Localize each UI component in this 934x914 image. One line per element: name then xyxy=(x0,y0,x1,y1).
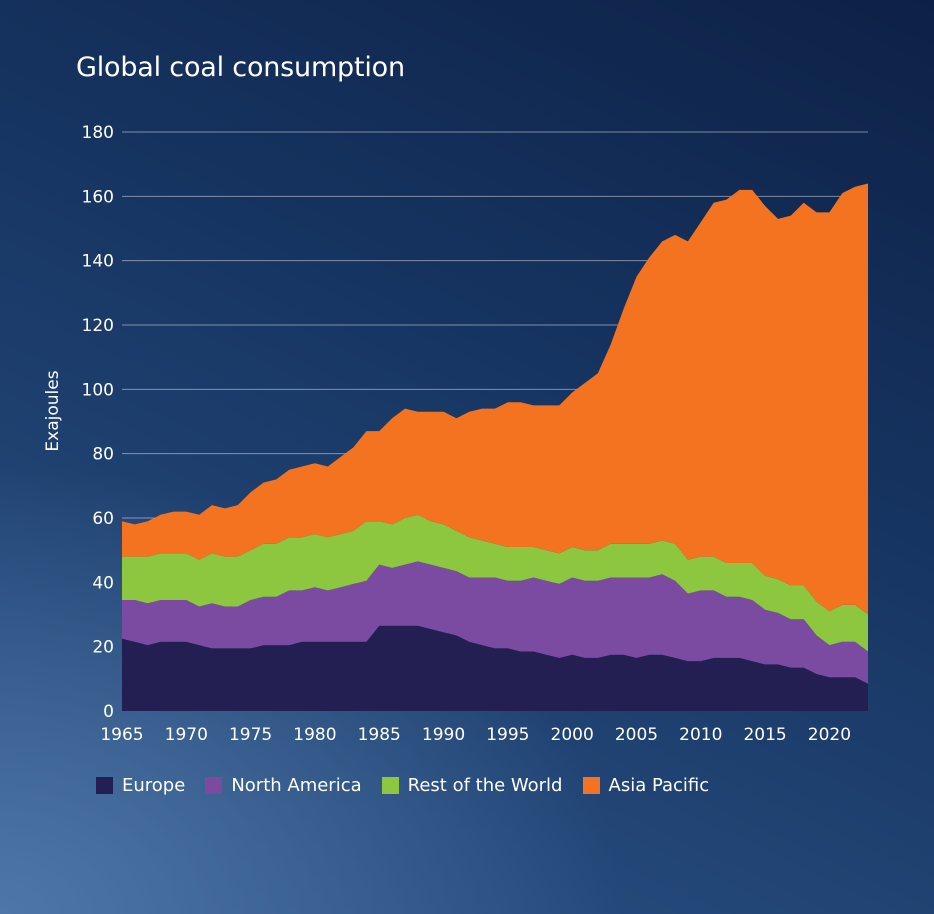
y-tick-label: 180 xyxy=(82,123,114,143)
legend-swatch xyxy=(205,777,223,794)
x-tick-label: 1970 xyxy=(165,725,208,745)
legend-swatch xyxy=(582,777,600,794)
x-tick-label: 2010 xyxy=(679,725,722,745)
y-tick-label: 140 xyxy=(82,252,114,272)
x-tick-label: 2000 xyxy=(551,725,594,745)
area-rest-of-the-world xyxy=(122,514,868,652)
legend-item: Europe xyxy=(96,775,185,796)
chart-title: Global coal consumption xyxy=(76,52,405,83)
legend-label: Rest of the World xyxy=(407,775,563,796)
y-tick-label: 160 xyxy=(82,187,114,207)
x-tick-label: 1990 xyxy=(422,725,465,745)
y-tick-label: 20 xyxy=(92,638,114,658)
x-tick-label: 1965 xyxy=(100,725,143,745)
y-axis-ticks: 0 20 40 60 80 100 120 140 160 180 xyxy=(82,123,114,722)
legend: Europe North America Rest of the World Asia… xyxy=(96,775,729,796)
x-tick-label: 1995 xyxy=(486,725,529,745)
legend-item: Asia Pacific xyxy=(582,775,710,796)
x-tick-label: 1980 xyxy=(293,725,336,745)
x-tick-label: 2005 xyxy=(615,725,658,745)
x-tick-label: 2020 xyxy=(808,725,851,745)
y-tick-label: 40 xyxy=(92,573,114,593)
y-tick-label: 120 xyxy=(82,316,114,336)
legend-item: North America xyxy=(205,775,362,796)
area-europe xyxy=(122,625,868,711)
x-axis-ticks: 1965 1970 1975 1980 1985 1990 1995 2000 2005 2010… xyxy=(100,725,851,745)
stacked-areas xyxy=(122,183,868,711)
legend-swatch xyxy=(381,777,399,794)
legend-swatch xyxy=(96,777,113,794)
legend-label: Europe xyxy=(122,775,186,796)
legend-item: Rest of the World xyxy=(381,775,563,796)
x-tick-label: 1975 xyxy=(229,725,272,745)
y-tick-label: 60 xyxy=(92,509,114,529)
area-asia-pacific xyxy=(122,183,868,615)
x-tick-label: 1985 xyxy=(358,725,401,745)
y-tick-label: 0 xyxy=(103,702,114,722)
y-axis-label: Exajoules xyxy=(43,370,63,451)
legend-label: Asia Pacific xyxy=(608,775,710,796)
area-north-america xyxy=(122,561,868,684)
legend-label: North America xyxy=(231,775,362,796)
y-tick-label: 100 xyxy=(82,380,114,400)
y-tick-label: 80 xyxy=(92,445,114,465)
x-tick-label: 2015 xyxy=(743,725,786,745)
